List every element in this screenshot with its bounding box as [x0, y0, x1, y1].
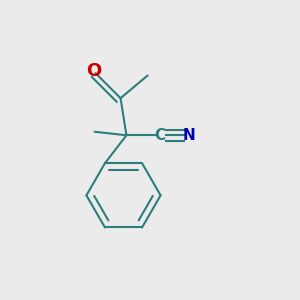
Text: O: O: [86, 62, 102, 80]
Text: C: C: [154, 128, 166, 143]
Text: N: N: [183, 128, 195, 143]
